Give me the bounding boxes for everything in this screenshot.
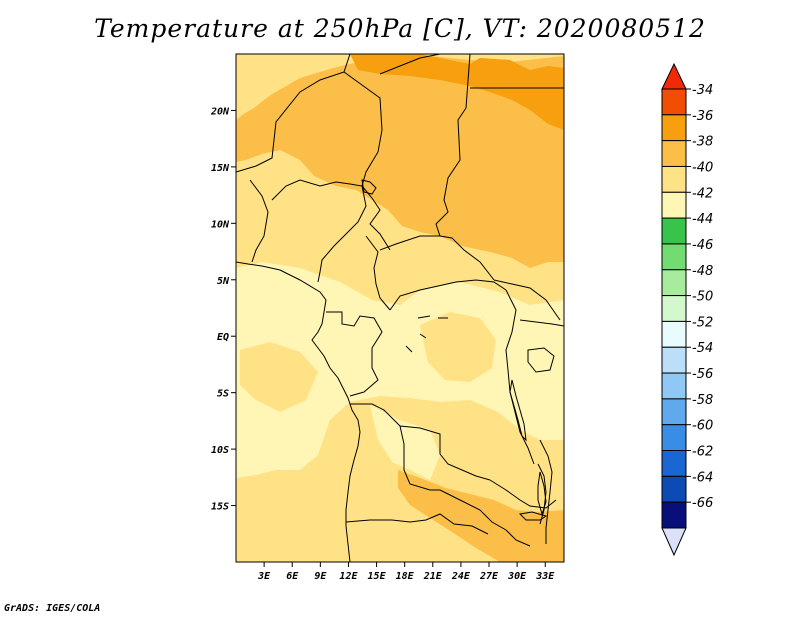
colorbar-label: -56 [692,367,713,382]
colorbar-cell [661,140,687,167]
border-south-sudan-east [493,279,561,321]
lon-tick-label: 27E [479,571,499,582]
coastline-west [236,261,361,562]
lon-tick-label: 18E [396,571,415,582]
colorbar-cell [661,217,687,245]
lat-tick-label: 15S [211,502,229,513]
colorbar-label: -50 [692,290,713,305]
lat-tick-label: 10N [211,219,230,230]
colorbar-cell [661,269,687,297]
lat-tick-label: EQ [217,332,229,343]
colorbar-bottom-triangle [661,527,687,557]
lon-tick-label: 12E [339,571,358,582]
temperature-field [236,54,564,562]
border-chad-sudan [435,54,495,281]
border-west-coast [249,179,269,263]
lat-tick-label: 10S [211,445,229,456]
colorbar-cell [661,243,687,271]
colorbar: -34 -36 -38 -40 -42 -44 -46 -48 -50 -52 -54 -56 -58 -… [661,62,713,557]
lat-tick-label: 5N [217,276,230,287]
field-band-36 [350,54,564,130]
lon-tick-label: 3E [257,571,271,582]
border-drc-angola [350,403,491,481]
colorbar-label: -64 [692,470,713,485]
colorbar-label: -40 [692,160,713,175]
border-angola-namibia [345,513,489,535]
colorbar-cell [661,398,687,426]
lon-tick-label: 21E [423,571,443,582]
border-uganda-kenya [519,319,564,327]
lat-tick-label: 20N [210,106,230,117]
colorbar-cell [661,501,687,529]
colorbar-label: -60 [692,419,713,434]
colorbar-label: -52 [692,315,713,330]
colorbar-label: -46 [692,238,713,253]
border-tanzania-mozambique [539,439,553,544]
lake-victoria [527,347,555,373]
field-band-42-south [370,405,440,480]
colorbar-cell [661,165,687,193]
border-zambia-east [489,479,557,509]
credit-text: GrADS: IGES/COLA [4,603,101,614]
colorbar-cell [661,424,687,452]
lat-tick-label: 5S [217,389,229,400]
colorbar-cell [661,346,687,374]
border-car-drc [389,279,507,311]
colorbar-cell [661,191,687,219]
colorbar-cell [661,88,687,116]
map-frame [235,53,565,563]
border-cameroon-car [365,235,391,311]
colorbar-label: -44 [692,212,713,227]
colorbar-cell [661,320,687,348]
colorbar-top-triangle [661,62,687,90]
field-band-40-patch-west [240,342,318,412]
latitude-axis: 20N 15N 10N 5N EQ 5S 10S 15S [210,106,236,513]
lon-tick-label: 9E [314,571,327,582]
field-band-38-south [398,470,564,562]
colorbar-label: -54 [692,341,713,356]
field-band-42 [236,262,564,478]
lon-tick-label: 6E [286,571,299,582]
colorbar-label: -62 [692,445,713,460]
country-borders [236,54,564,562]
lon-tick-label: 15E [368,571,387,582]
border-nigeria [271,179,367,283]
lake-tanganyika [509,379,527,442]
colorbar-label: -38 [692,135,713,150]
lake-malawi [537,471,547,516]
lake-kariba [518,511,548,521]
field-band-38 [236,56,564,268]
colorbar-label: -48 [692,264,713,279]
colorbar-cell [661,372,687,400]
colorbar-cell [661,450,687,477]
lon-tick-label: 33E [535,571,555,582]
border-angola-zambia [399,425,440,491]
lake-chad [361,179,377,195]
border-zambia-south [439,489,531,547]
colorbar-label: -34 [692,83,713,98]
border-libya-chad [379,54,441,75]
colorbar-label: -66 [692,496,713,511]
map-title: Temperature at 250hPa [C], VT: 202008051… [94,14,706,43]
lon-tick-label: 30E [507,571,527,582]
colorbar-label: -58 [692,393,713,408]
colorbar-cell [661,475,687,503]
border-sahel-north [236,54,351,173]
longitude-axis: 3E 6E 9E 12E 15E 18E 21E 24E 27E 30E 33E [257,562,555,582]
border-car-sudan [379,235,440,251]
colorbar-label: -42 [692,186,713,201]
colorbar-label: -36 [692,109,713,124]
field-band-40-patch [420,312,496,382]
congo-lakes [405,315,448,353]
lat-tick-label: 15N [211,163,230,174]
field-band-40-sahara [236,54,350,118]
colorbar-cell [661,114,687,142]
lon-tick-label: 24E [451,571,471,582]
border-gabon-congo [326,311,383,397]
colorbar-cell [661,295,687,322]
border-drc-east [505,289,535,465]
